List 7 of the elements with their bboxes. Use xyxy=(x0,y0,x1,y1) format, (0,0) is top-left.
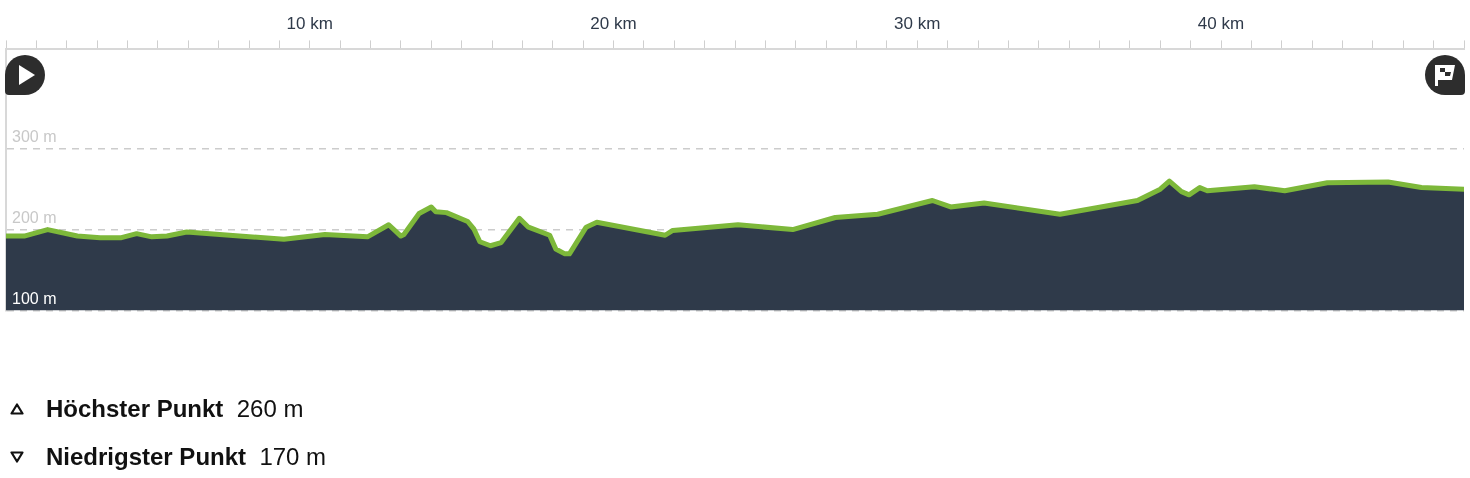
x-tick-label: 30 km xyxy=(894,13,941,33)
text: Höchster Punkt 260 m xyxy=(46,395,304,422)
x-tick-label: 40 km xyxy=(1197,13,1245,33)
text: Niedrigster Punkt 170 m xyxy=(46,443,327,470)
x-tick-label: 20 km xyxy=(590,13,637,33)
y-tick-label: 100 m xyxy=(12,289,57,307)
x-tick-label: 10 km xyxy=(286,13,333,33)
